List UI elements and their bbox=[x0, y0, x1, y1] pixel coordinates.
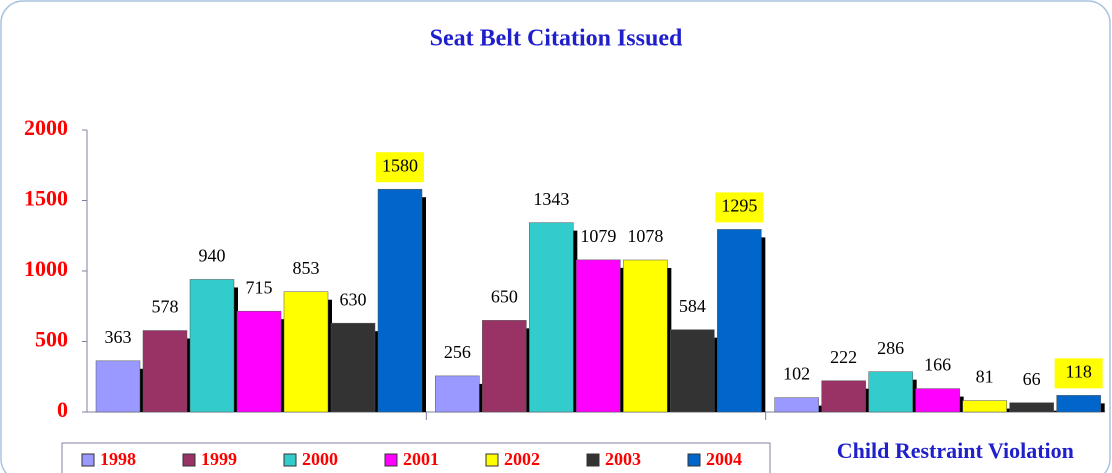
bar bbox=[330, 322, 376, 413]
x-tick-label: Child Restraint Violation bbox=[837, 438, 1074, 463]
bar bbox=[189, 279, 235, 413]
legend-label: 2001 bbox=[403, 449, 439, 469]
legend-label: 2004 bbox=[706, 449, 742, 469]
value-label: 1580 bbox=[382, 155, 418, 175]
value-label: 715 bbox=[246, 277, 273, 297]
value-label-background bbox=[1054, 358, 1103, 389]
value-label: 1078 bbox=[627, 226, 663, 246]
bar bbox=[1009, 402, 1054, 413]
bar bbox=[236, 310, 282, 413]
value-label: 940 bbox=[199, 246, 226, 266]
legend-marker bbox=[384, 453, 398, 467]
bar bbox=[868, 371, 913, 413]
bar bbox=[717, 229, 762, 413]
value-label: 222 bbox=[830, 347, 857, 367]
value-label: 166 bbox=[924, 355, 951, 375]
y-tick-label: 2000 bbox=[24, 115, 68, 140]
value-label: 1343 bbox=[533, 189, 569, 209]
bar bbox=[435, 375, 480, 413]
legend-marker bbox=[81, 453, 95, 467]
bar bbox=[142, 330, 188, 413]
value-label-background bbox=[715, 192, 764, 223]
bar bbox=[821, 380, 866, 413]
bar bbox=[623, 259, 668, 413]
value-label: 630 bbox=[340, 289, 367, 309]
legend-label: 1999 bbox=[201, 449, 237, 469]
legend-marker bbox=[586, 453, 600, 467]
legend-marker bbox=[687, 453, 701, 467]
legend-label: 1998 bbox=[100, 449, 136, 469]
bar bbox=[915, 388, 960, 413]
legend-label: 2003 bbox=[605, 449, 641, 469]
bar bbox=[283, 291, 329, 413]
value-label: 1079 bbox=[580, 226, 616, 246]
bar bbox=[774, 397, 819, 413]
value-label: 102 bbox=[783, 364, 810, 384]
legend-label: 2002 bbox=[504, 449, 540, 469]
legend-box bbox=[61, 442, 771, 473]
bar bbox=[377, 188, 423, 413]
bar bbox=[670, 329, 715, 413]
value-label: 584 bbox=[679, 296, 706, 316]
bar bbox=[529, 222, 574, 413]
value-label: 66 bbox=[1023, 369, 1041, 389]
value-label: 578 bbox=[152, 297, 179, 317]
y-tick-label: 500 bbox=[35, 327, 68, 352]
bar bbox=[576, 259, 621, 413]
value-label: 1295 bbox=[721, 196, 757, 216]
bar bbox=[95, 360, 141, 413]
legend-marker bbox=[485, 453, 499, 467]
value-label: 853 bbox=[293, 258, 320, 278]
y-tick-label: 0 bbox=[57, 397, 68, 422]
value-label: 256 bbox=[444, 342, 471, 362]
legend-marker bbox=[283, 453, 297, 467]
y-tick-label: 1000 bbox=[24, 256, 68, 281]
value-label: 118 bbox=[1065, 361, 1091, 381]
value-label: 286 bbox=[877, 338, 904, 358]
y-tick-label: 1500 bbox=[24, 186, 68, 211]
value-label-background bbox=[376, 152, 424, 183]
bar bbox=[1056, 395, 1101, 413]
bar bbox=[482, 320, 527, 413]
legend-label: 2000 bbox=[302, 449, 338, 469]
value-label: 363 bbox=[105, 327, 132, 347]
legend-marker bbox=[182, 453, 196, 467]
bar bbox=[962, 400, 1007, 413]
value-label: 81 bbox=[976, 367, 994, 387]
value-label: 650 bbox=[491, 286, 518, 306]
chart-title: Seat Belt Citation Issued bbox=[430, 26, 683, 52]
